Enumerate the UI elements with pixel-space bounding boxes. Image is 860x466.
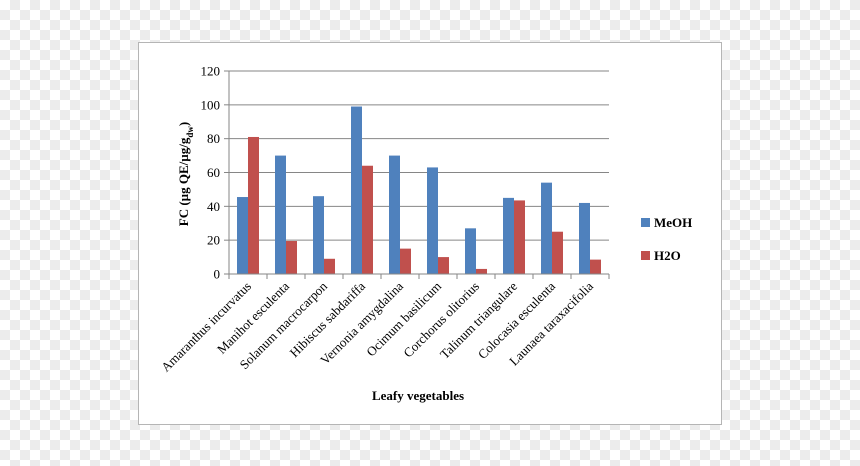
bars (237, 106, 601, 275)
bar-h2o (400, 248, 411, 274)
bar-meoh (237, 197, 248, 274)
bar-meoh (351, 106, 362, 275)
y-axis-title: FC (µg QE/µg/gdw) (176, 122, 195, 227)
y-tick-label: 20 (207, 233, 220, 248)
bar-meoh (579, 202, 590, 274)
y-tick-label: 100 (201, 97, 221, 112)
bar-meoh (541, 182, 552, 274)
y-tick-label: 40 (207, 199, 220, 214)
bar-h2o (248, 136, 259, 274)
bar-h2o (362, 165, 373, 274)
bar-meoh (465, 228, 476, 274)
legend-label-h2o: H2O (654, 248, 681, 263)
bar-h2o (324, 258, 335, 274)
bar-h2o (552, 231, 563, 274)
bar-h2o (514, 200, 525, 274)
bar-meoh (275, 155, 286, 274)
bar-h2o (590, 259, 601, 274)
legend-swatch-meoh (641, 218, 650, 227)
bar-h2o (286, 241, 297, 274)
bar-meoh (427, 167, 438, 274)
bar-meoh (503, 197, 514, 274)
bar-h2o (476, 268, 487, 274)
y-tick-label: 120 (201, 64, 221, 79)
legend-label-meoh: MeOH (654, 215, 692, 230)
bar-meoh (313, 196, 324, 274)
y-tick-label: 80 (207, 131, 220, 146)
bar-h2o (438, 257, 449, 274)
y-tick-label: 0 (214, 267, 221, 282)
y-tick-label: 60 (207, 165, 220, 180)
legend-swatch-h2o (641, 251, 650, 260)
bar-meoh (389, 155, 400, 274)
y-axis-ticks: 0 20 40 60 80 100 120 (201, 64, 229, 282)
legend: MeOH H2O (641, 215, 692, 263)
x-axis-title: Leafy vegetables (372, 388, 464, 403)
